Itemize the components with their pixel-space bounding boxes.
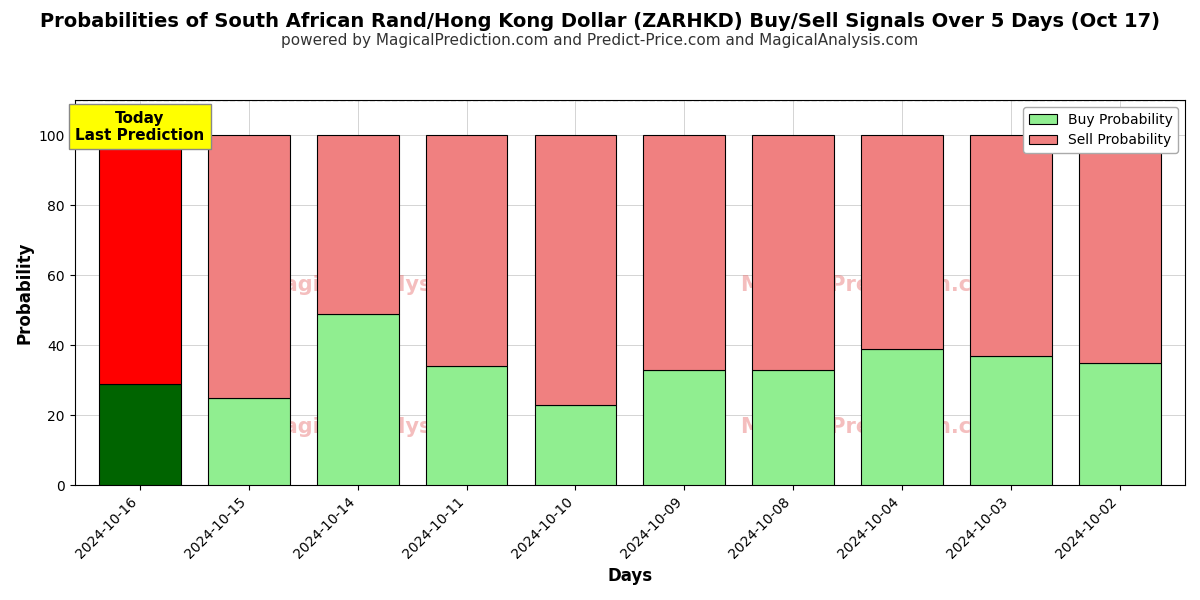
Bar [100,383,181,485]
Bar [862,349,943,485]
Bar [1079,135,1160,362]
Bar [862,135,943,349]
Y-axis label: Probability: Probability [16,241,34,344]
Bar [970,356,1051,485]
Bar [426,135,508,366]
Bar [208,135,289,398]
Text: MagicalPrediction.com: MagicalPrediction.com [740,418,1008,437]
Bar [1079,362,1160,485]
Text: MagicalAnalysis.com: MagicalAnalysis.com [263,418,508,437]
Bar [208,398,289,485]
Text: Today
Last Prediction: Today Last Prediction [76,110,204,143]
Bar [317,135,398,314]
Bar [317,314,398,485]
Text: powered by MagicalPrediction.com and Predict-Price.com and MagicalAnalysis.com: powered by MagicalPrediction.com and Pre… [281,33,919,48]
Bar [100,135,181,383]
Text: MagicalAnalysis.com: MagicalAnalysis.com [263,275,508,295]
Bar [970,135,1051,356]
Bar [752,135,834,370]
Text: Probabilities of South African Rand/Hong Kong Dollar (ZARHKD) Buy/Sell Signals O: Probabilities of South African Rand/Hong… [40,12,1160,31]
Bar [534,135,617,404]
Text: MagicalPrediction.com: MagicalPrediction.com [740,275,1008,295]
Bar [752,370,834,485]
Bar [643,135,725,370]
Bar [426,366,508,485]
X-axis label: Days: Days [607,567,653,585]
Bar [643,370,725,485]
Bar [534,404,617,485]
Legend: Buy Probability, Sell Probability: Buy Probability, Sell Probability [1024,107,1178,153]
